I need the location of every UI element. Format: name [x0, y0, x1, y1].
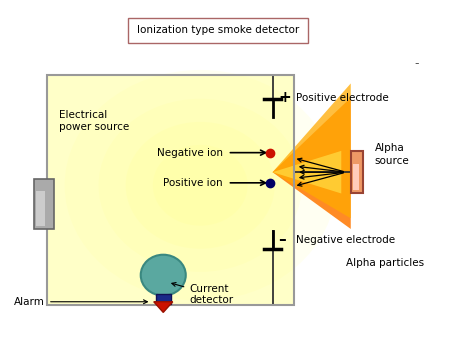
Bar [47, 75, 294, 305]
Text: Alpha particles: Alpha particles [346, 258, 424, 268]
Bar [47, 75, 294, 305]
Ellipse shape [126, 122, 275, 249]
Bar [128, 18, 308, 43]
Text: Electrical
power source: Electrical power source [59, 109, 129, 132]
Bar [155, 294, 171, 304]
Text: Negative electrode: Negative electrode [296, 235, 395, 245]
Polygon shape [273, 83, 351, 218]
Text: +: + [278, 90, 291, 105]
Polygon shape [273, 151, 341, 193]
Text: -: - [415, 58, 419, 70]
Text: Alarm: Alarm [14, 297, 147, 307]
Ellipse shape [64, 70, 336, 301]
Text: –: – [278, 232, 286, 247]
Bar [34, 179, 54, 229]
Bar [353, 164, 359, 190]
Bar [351, 151, 363, 193]
Text: Positive ion: Positive ion [163, 178, 223, 188]
Text: Negative ion: Negative ion [157, 148, 223, 158]
Ellipse shape [99, 99, 302, 272]
Text: Ionization type smoke detector: Ionization type smoke detector [137, 25, 299, 35]
Text: Positive electrode: Positive electrode [296, 93, 389, 103]
Text: Alpha
source: Alpha source [374, 143, 409, 166]
Polygon shape [273, 98, 351, 229]
Polygon shape [154, 302, 173, 312]
Text: Current
detector: Current detector [172, 283, 233, 305]
Bar [36, 191, 45, 226]
Ellipse shape [153, 145, 247, 226]
Ellipse shape [141, 255, 186, 295]
